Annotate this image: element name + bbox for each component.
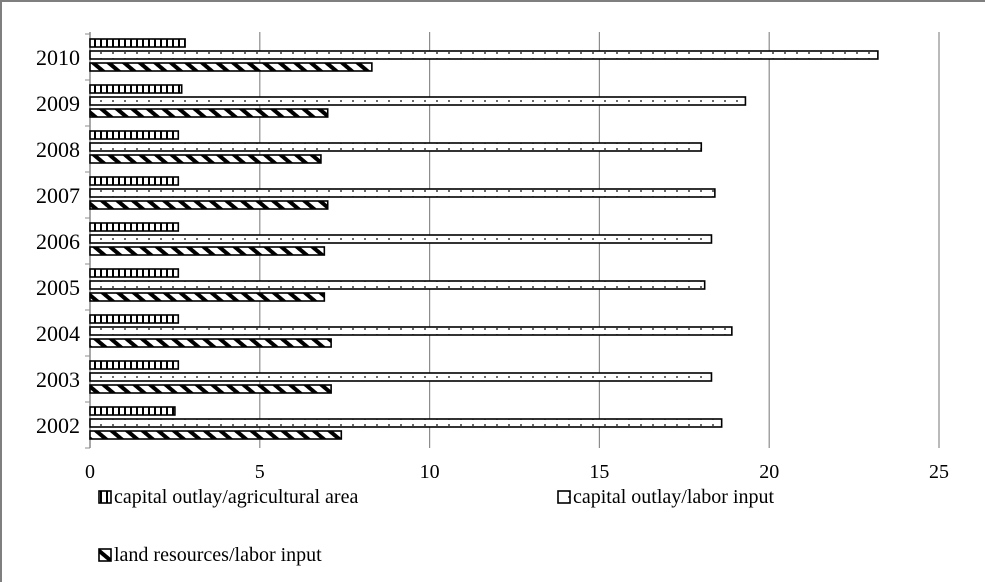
y-tick-label-2005: 2005 (36, 275, 80, 300)
bar-2008-series-2 (89, 142, 703, 152)
x-axis-ticks: 0 5 10 15 20 25 (85, 461, 949, 483)
bar-2006-series-2 (89, 234, 713, 244)
bar-2004-series-3 (89, 338, 332, 348)
legend-swatch-2 (557, 490, 571, 504)
x-tick-label-0: 0 (85, 461, 95, 483)
x-tick-label-10: 10 (420, 461, 440, 483)
legend-item-2: capital outlay/labor input (557, 486, 774, 508)
y-tick-label-2002: 2002 (36, 413, 80, 438)
legend-swatch-1 (98, 490, 112, 504)
bar-2010-series-3 (89, 62, 373, 72)
bar-2002-series-1 (89, 406, 176, 416)
bar-2006-series-1 (89, 222, 180, 232)
bar-2008-series-3 (89, 154, 322, 164)
legend-item-1: capital outlay/agricultural area (98, 486, 358, 508)
y-tick-label-2009: 2009 (36, 91, 80, 116)
legend-item-3: land resources/labor input (98, 544, 322, 566)
x-tick-label-15: 15 (589, 461, 609, 483)
y-tick-label-2008: 2008 (36, 137, 80, 162)
x-tick-label-5: 5 (255, 461, 265, 483)
legend-label-2: capital outlay/labor input (573, 486, 774, 508)
bar-2005-series-2 (89, 280, 706, 290)
bar-2002-series-3 (89, 430, 343, 440)
bar-2009-series-1 (89, 84, 183, 94)
y-tick-label-2004: 2004 (36, 321, 80, 346)
bar-2010-series-2 (89, 50, 879, 60)
x-tick-label-20: 20 (759, 461, 779, 483)
legend-swatch-3 (98, 548, 112, 562)
bar-2004-series-2 (89, 326, 733, 336)
x-tick-label-25: 25 (929, 461, 949, 483)
bars (89, 38, 879, 440)
y-axis-ticks: 2002 2003 2004 2005 2006 2007 2008 2009 2010 (36, 45, 80, 438)
legend-label-1: capital outlay/agricultural area (114, 486, 358, 508)
y-tick-label-2003: 2003 (36, 367, 80, 392)
y-tick-label-2006: 2006 (36, 229, 80, 254)
bar-2007-series-3 (89, 200, 329, 210)
bar-2005-series-1 (89, 268, 180, 278)
bar-2007-series-1 (89, 176, 180, 186)
y-tick-label-2007: 2007 (36, 183, 80, 208)
bar-2002-series-2 (89, 418, 723, 428)
bar-2008-series-1 (89, 130, 180, 140)
bar-2003-series-1 (89, 360, 180, 370)
bar-2005-series-3 (89, 292, 326, 302)
bar-2006-series-3 (89, 246, 326, 256)
bar-2009-series-2 (89, 96, 747, 106)
bar-2004-series-1 (89, 314, 180, 324)
bar-2003-series-3 (89, 384, 332, 394)
y-tick-label-2010: 2010 (36, 45, 80, 70)
bar-2010-series-1 (89, 38, 186, 48)
bar-2007-series-2 (89, 188, 716, 198)
bar-2003-series-2 (89, 372, 713, 382)
legend-label-3: land resources/labor input (114, 544, 322, 566)
legend: capital outlay/agricultural area capital … (98, 486, 774, 566)
bar-2009-series-3 (89, 108, 329, 118)
